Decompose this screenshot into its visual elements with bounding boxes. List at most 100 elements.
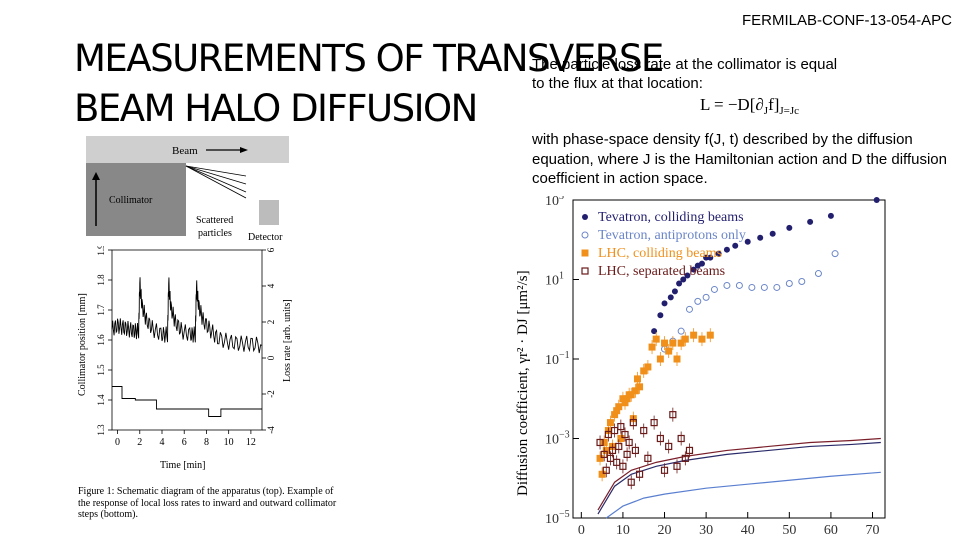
tevatron-antiproton-point [748, 283, 756, 291]
collimator-position-series [112, 386, 262, 417]
tevatron-colliding-point [703, 254, 710, 261]
scatter-line-3 [185, 165, 247, 193]
lhc-colliding-point [636, 383, 644, 391]
time-ylabel-right: Loss rate [arb. units] [282, 299, 293, 382]
time-yright-tick-label: 0 [266, 355, 276, 360]
tevatron-colliding-point [657, 312, 664, 319]
lhc-separated-point [660, 466, 669, 474]
legend-label: Tevatron, antiprotons only [598, 228, 746, 243]
lhc-colliding-point [627, 391, 635, 399]
lhc-separated-point [625, 438, 633, 447]
tevatron-antiproton-point [798, 277, 806, 285]
curve-dark-blue [597, 441, 881, 515]
diffusion-ylabel: Diffusion coefficient, γr² · DJ [μm²/s] [515, 270, 531, 496]
diffusion-paragraph: with phase-space density f(J, t) describ… [532, 130, 960, 189]
time-x-tick-label: 0 [115, 437, 120, 448]
legend-marker [581, 267, 589, 275]
scattered-label-2: particles [198, 228, 232, 239]
time-x-tick-label: 2 [137, 437, 142, 448]
lhc-separated-point [629, 419, 637, 427]
diffusion-x-tick-label: 60 [824, 523, 838, 538]
legend-marker [581, 249, 589, 257]
tevatron-antiproton-point [773, 283, 781, 291]
equation-main: L = −D[∂ [700, 95, 764, 114]
lhc-separated-point [623, 450, 631, 458]
tevatron-antiproton-point [710, 285, 718, 293]
time-x-tick-label: 4 [160, 437, 165, 448]
lhc-colliding-point [623, 395, 631, 403]
figure-caption: Figure 1: Schematic diagram of the appar… [78, 486, 337, 520]
diffusion-x-tick-label: 30 [699, 523, 713, 538]
time-yright-tick-label: 4 [266, 283, 276, 288]
lhc-colliding-point [656, 355, 664, 363]
collimator-label: Collimator [109, 195, 153, 206]
tevatron-colliding-point [707, 254, 714, 261]
equation-sub-j: J [763, 105, 769, 117]
tevatron-colliding-point [715, 250, 722, 257]
diffusion-line-1: with phase-space density f(J, t) describ… [532, 131, 913, 148]
lhc-colliding-point [633, 375, 641, 383]
lhc-separated-point [596, 438, 604, 447]
title-line-1: MEASUREMENTS OF TRANSVERSE [74, 37, 664, 80]
equation-sub-jc: J=Jc [779, 105, 800, 117]
lhc-colliding-point [652, 335, 660, 343]
time-xlabel: Time [min] [160, 460, 205, 471]
tevatron-colliding-point [807, 218, 814, 225]
tevatron-colliding-point [676, 280, 683, 287]
curve-light-blue [605, 471, 881, 519]
diffusion-x-tick-label: 20 [658, 523, 672, 538]
tevatron-antiproton-point [785, 279, 793, 287]
tevatron-colliding-point [769, 230, 776, 237]
lhc-separated-point [681, 454, 689, 462]
intro-line-2: to the flux at that location: [532, 75, 703, 92]
lhc-separated-point [650, 419, 658, 427]
lhc-separated-point [602, 466, 610, 474]
tevatron-colliding-point [690, 266, 697, 273]
tevatron-colliding-point [744, 238, 751, 245]
lhc-separated-point [635, 470, 644, 478]
lhc-colliding-point [640, 367, 648, 375]
scatter-line-2 [185, 165, 247, 185]
slide-title: MEASUREMENTS OF TRANSVERSE BEAM HALO DIF… [74, 34, 664, 134]
tevatron-colliding-point [757, 234, 764, 241]
lhc-colliding-point [602, 446, 610, 454]
lhc-colliding-point [598, 470, 606, 478]
diffusion-x-tick-label: 40 [741, 523, 755, 538]
tevatron-antiproton-point [702, 293, 710, 301]
collimator-step-chart: 0 2 4 6 8 10 12 1.3 1.4 1.5 1.6 1.7 1.8 1.9 -4 -2 0 2 4 6 T… [78, 246, 293, 471]
intro-paragraph: The particle loss rate at the collimator… [532, 55, 960, 93]
tevatron-antiproton-point [723, 281, 731, 289]
lhc-separated-point [619, 462, 627, 470]
legend-label: Tevatron, colliding beams [598, 210, 744, 225]
beam-label: Beam [172, 145, 198, 157]
lhc-separated-point [615, 442, 623, 451]
scattered-label-1: Scattered [196, 215, 233, 226]
tevatron-antiproton-point [685, 305, 693, 313]
lhc-separated-point [621, 430, 629, 439]
diffusion-x-tick-label: 50 [782, 523, 796, 538]
lhc-colliding-point [681, 335, 689, 343]
diffusion-y-tick-label: 10−3 [545, 430, 570, 448]
tevatron-antiproton-point [694, 297, 702, 305]
lhc-separated-point [685, 446, 694, 455]
lhc-separated-point [608, 446, 617, 455]
tevatron-colliding-point [651, 328, 658, 335]
lhc-separated-point [617, 422, 625, 431]
lhc-colliding-point [669, 339, 677, 347]
detector-label: Detector [248, 232, 283, 243]
lhc-colliding-point [690, 331, 698, 339]
lhc-colliding-point [665, 347, 673, 355]
collimator-block [86, 163, 186, 236]
legend-label: LHC, separated beams [598, 264, 725, 279]
time-yleft-tick-label: 1.6 [96, 334, 106, 346]
lhc-separated-point [677, 434, 685, 443]
diffusion-y-tick-label: 103 [545, 196, 564, 209]
conference-id: FERMILAB-CONF-13-054-APC [741, 12, 952, 29]
diffusion-y-tick-label: 10−1 [545, 350, 570, 368]
tevatron-colliding-point [680, 276, 687, 283]
tevatron-antiproton-point [735, 281, 743, 289]
tevatron-colliding-point [698, 260, 705, 267]
lhc-separated-point [613, 458, 621, 466]
title-line-2: BEAM HALO DIFFUSION [74, 87, 478, 130]
legend-marker [581, 231, 589, 239]
